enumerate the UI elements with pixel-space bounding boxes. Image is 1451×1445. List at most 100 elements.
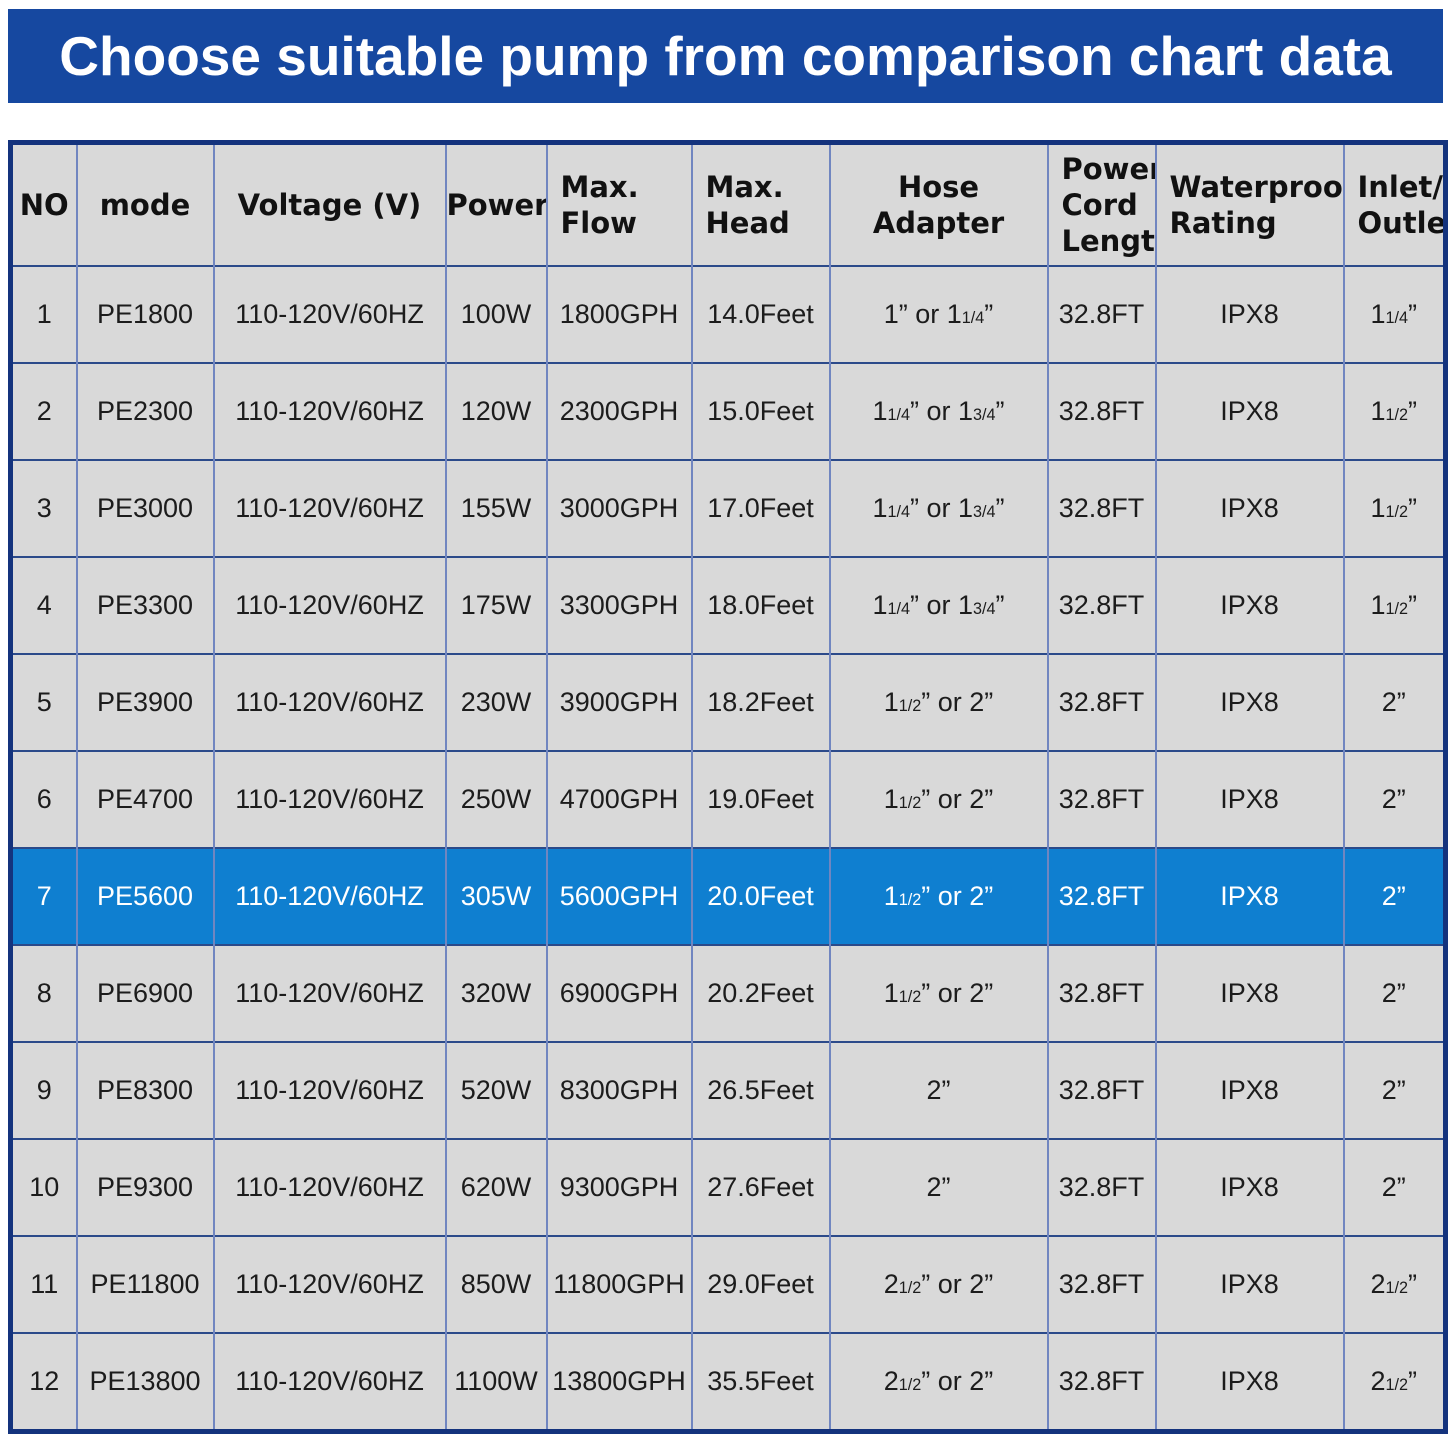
inline-fraction: 1/2 (1385, 503, 1409, 521)
table-cell: 11/4” or 13/4” (828, 362, 1048, 460)
table-cell: IPX8 (1154, 1235, 1344, 1333)
table-cell: 3300GPH (545, 556, 692, 654)
table-cell: 20.2Feet (690, 944, 830, 1042)
table-cell: IPX8 (1154, 653, 1344, 751)
table-row: 2 PE2300 110-120V/60HZ 120W 2300GPH 15.0Feet 1… (9, 362, 1446, 460)
table-cell: 32.8FT (1046, 1138, 1156, 1236)
page-title: Choose suitable pump from comparison cha… (59, 25, 1392, 87)
table-cell: 1” or 11/4” (828, 265, 1048, 363)
table-row: 1 PE1800 110-120V/60HZ 100W 1800GPH 14.0Feet 1… (9, 265, 1446, 363)
inline-fraction: 1/2 (898, 891, 922, 909)
table-cell: 1800GPH (545, 265, 692, 363)
table-cell: 11/4” or 13/4” (828, 556, 1048, 654)
table-cell: IPX8 (1154, 556, 1344, 654)
table-cell: 620W (444, 1138, 547, 1236)
column-header: Inlet/ Outlet (1342, 141, 1446, 266)
table-cell: 32.8FT (1046, 556, 1156, 654)
table-cell: 2” (1342, 944, 1446, 1042)
table-cell: 8 (9, 944, 77, 1042)
table-cell: 9 (9, 1041, 77, 1139)
table-cell: 520W (444, 1041, 547, 1139)
table-cell: 21/2” or 2” (828, 1332, 1048, 1432)
table-cell: 100W (444, 265, 547, 363)
table-cell: 2 (9, 362, 77, 460)
table-cell: 11/2” or 2” (828, 944, 1048, 1042)
table-cell: 21/2” (1342, 1235, 1446, 1333)
inline-fraction: 1/4 (887, 406, 910, 424)
table-cell: 18.0Feet (690, 556, 830, 654)
table-cell: 11800GPH (545, 1235, 692, 1333)
table-cell: 2300GPH (545, 362, 692, 460)
table-cell: PE3900 (75, 653, 214, 751)
table-cell: 6900GPH (545, 944, 692, 1042)
table-cell: 13800GPH (545, 1332, 692, 1432)
table-cell: 14.0Feet (690, 265, 830, 363)
table-cell: 2” (828, 1041, 1048, 1139)
table-cell: 11/2” (1342, 362, 1446, 460)
table-cell: PE9300 (75, 1138, 214, 1236)
inline-fraction: 3/4 (973, 600, 996, 618)
table-cell: 9300GPH (545, 1138, 692, 1236)
table-cell: 155W (444, 459, 547, 557)
table-cell: IPX8 (1154, 1332, 1344, 1432)
table-cell: 1 (9, 265, 77, 363)
table-cell: 32.8FT (1046, 944, 1156, 1042)
table-cell: 32.8FT (1046, 1332, 1156, 1432)
table-cell: 2” (1342, 653, 1446, 751)
table-cell: 250W (444, 750, 547, 848)
table-cell: IPX8 (1154, 750, 1344, 848)
column-header: Max. Head (690, 141, 830, 266)
inline-fraction: 3/4 (973, 503, 996, 521)
table-cell: 120W (444, 362, 547, 460)
inline-fraction: 1/2 (898, 988, 922, 1006)
table-cell: 3000GPH (545, 459, 692, 557)
table-cell: 17.0Feet (690, 459, 830, 557)
table-cell: IPX8 (1154, 1041, 1344, 1139)
table-cell: 175W (444, 556, 547, 654)
pump-table: NO mode Voltage (V) Power Max. Flow Max. Head… (8, 140, 1448, 1434)
table-cell: PE6900 (75, 944, 214, 1042)
column-header: Hose Adapter (828, 141, 1048, 266)
table-cell: 12 (9, 1332, 77, 1432)
table-cell: 18.2Feet (690, 653, 830, 751)
table-cell: 11/2” (1342, 556, 1446, 654)
inline-fraction: 1/4 (887, 503, 910, 521)
inline-fraction: 1/2 (1385, 1376, 1409, 1394)
table-cell: 850W (444, 1235, 547, 1333)
table-cell: 32.8FT (1046, 653, 1156, 751)
table-cell: PE13800 (75, 1332, 214, 1432)
table-cell: IPX8 (1154, 944, 1344, 1042)
header-row: NO mode Voltage (V) Power Max. Flow Max. Head… (9, 141, 1446, 266)
table-cell: 15.0Feet (690, 362, 830, 460)
table-cell: 20.0Feet (690, 847, 830, 945)
table-cell: 110-120V/60HZ (212, 653, 446, 751)
table-cell: 305W (444, 847, 547, 945)
table-cell: 3900GPH (545, 653, 692, 751)
table-cell: 32.8FT (1046, 362, 1156, 460)
table-cell: 11/2” or 2” (828, 653, 1048, 751)
inline-fraction: 1/2 (898, 1279, 922, 1297)
inline-fraction: 1/4 (961, 309, 985, 327)
table-cell: 7 (9, 847, 77, 945)
table-cell: 19.0Feet (690, 750, 830, 848)
table-cell: 32.8FT (1046, 1235, 1156, 1333)
column-header: Waterproof Rating (1154, 141, 1344, 266)
table-cell: 110-120V/60HZ (212, 265, 446, 363)
table-row: 3 PE3000 110-120V/60HZ 155W 3000GPH 17.0Feet 1… (9, 459, 1446, 557)
column-header: Power (444, 141, 547, 266)
inline-fraction: 1/2 (898, 794, 922, 812)
table-cell: 110-120V/60HZ (212, 750, 446, 848)
table-cell: 4 (9, 556, 77, 654)
table-cell: 110-120V/60HZ (212, 1235, 446, 1333)
table-cell: 11/2” or 2” (828, 750, 1048, 848)
table-cell: 27.6Feet (690, 1138, 830, 1236)
column-header: NO (9, 141, 77, 266)
table-row: 12 PE13800 110-120V/60HZ 1100W 13800GPH 35.5F… (9, 1332, 1446, 1432)
table-cell: IPX8 (1154, 362, 1344, 460)
table-row: 11 PE11800 110-120V/60HZ 850W 11800GPH 29.0Fe… (9, 1235, 1446, 1333)
table-cell: 35.5Feet (690, 1332, 830, 1432)
inline-fraction: 1/2 (898, 1376, 922, 1394)
table-cell: PE1800 (75, 265, 214, 363)
inline-fraction: 1/4 (1385, 309, 1409, 327)
